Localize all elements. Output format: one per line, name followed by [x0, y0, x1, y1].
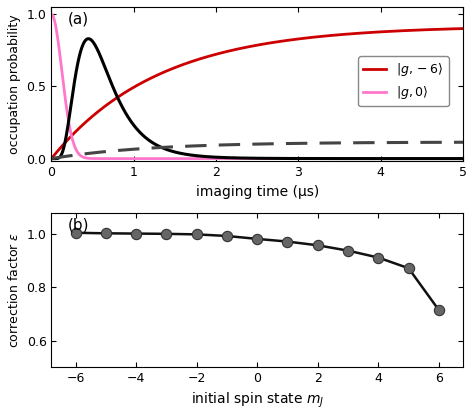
Point	[254, 236, 261, 242]
Point	[283, 238, 291, 245]
Point	[344, 247, 352, 254]
Point	[163, 231, 170, 237]
Y-axis label: correction factor $\varepsilon$: correction factor $\varepsilon$	[7, 232, 21, 348]
Point	[435, 307, 443, 314]
X-axis label: imaging time (μs): imaging time (μs)	[196, 185, 319, 199]
Point	[193, 231, 201, 238]
Text: (b): (b)	[68, 217, 89, 232]
Point	[102, 230, 109, 237]
Point	[223, 233, 231, 239]
Y-axis label: occupation probability: occupation probability	[8, 15, 21, 154]
X-axis label: initial spin state $m_J$: initial spin state $m_J$	[191, 391, 324, 410]
Point	[132, 230, 140, 237]
Text: (a): (a)	[68, 12, 89, 27]
Point	[314, 242, 321, 249]
Point	[72, 229, 79, 236]
Point	[405, 265, 412, 271]
Point	[374, 254, 382, 261]
Legend: $|g,-6\rangle$, $|g,0\rangle$: $|g,-6\rangle$, $|g,0\rangle$	[358, 56, 448, 106]
